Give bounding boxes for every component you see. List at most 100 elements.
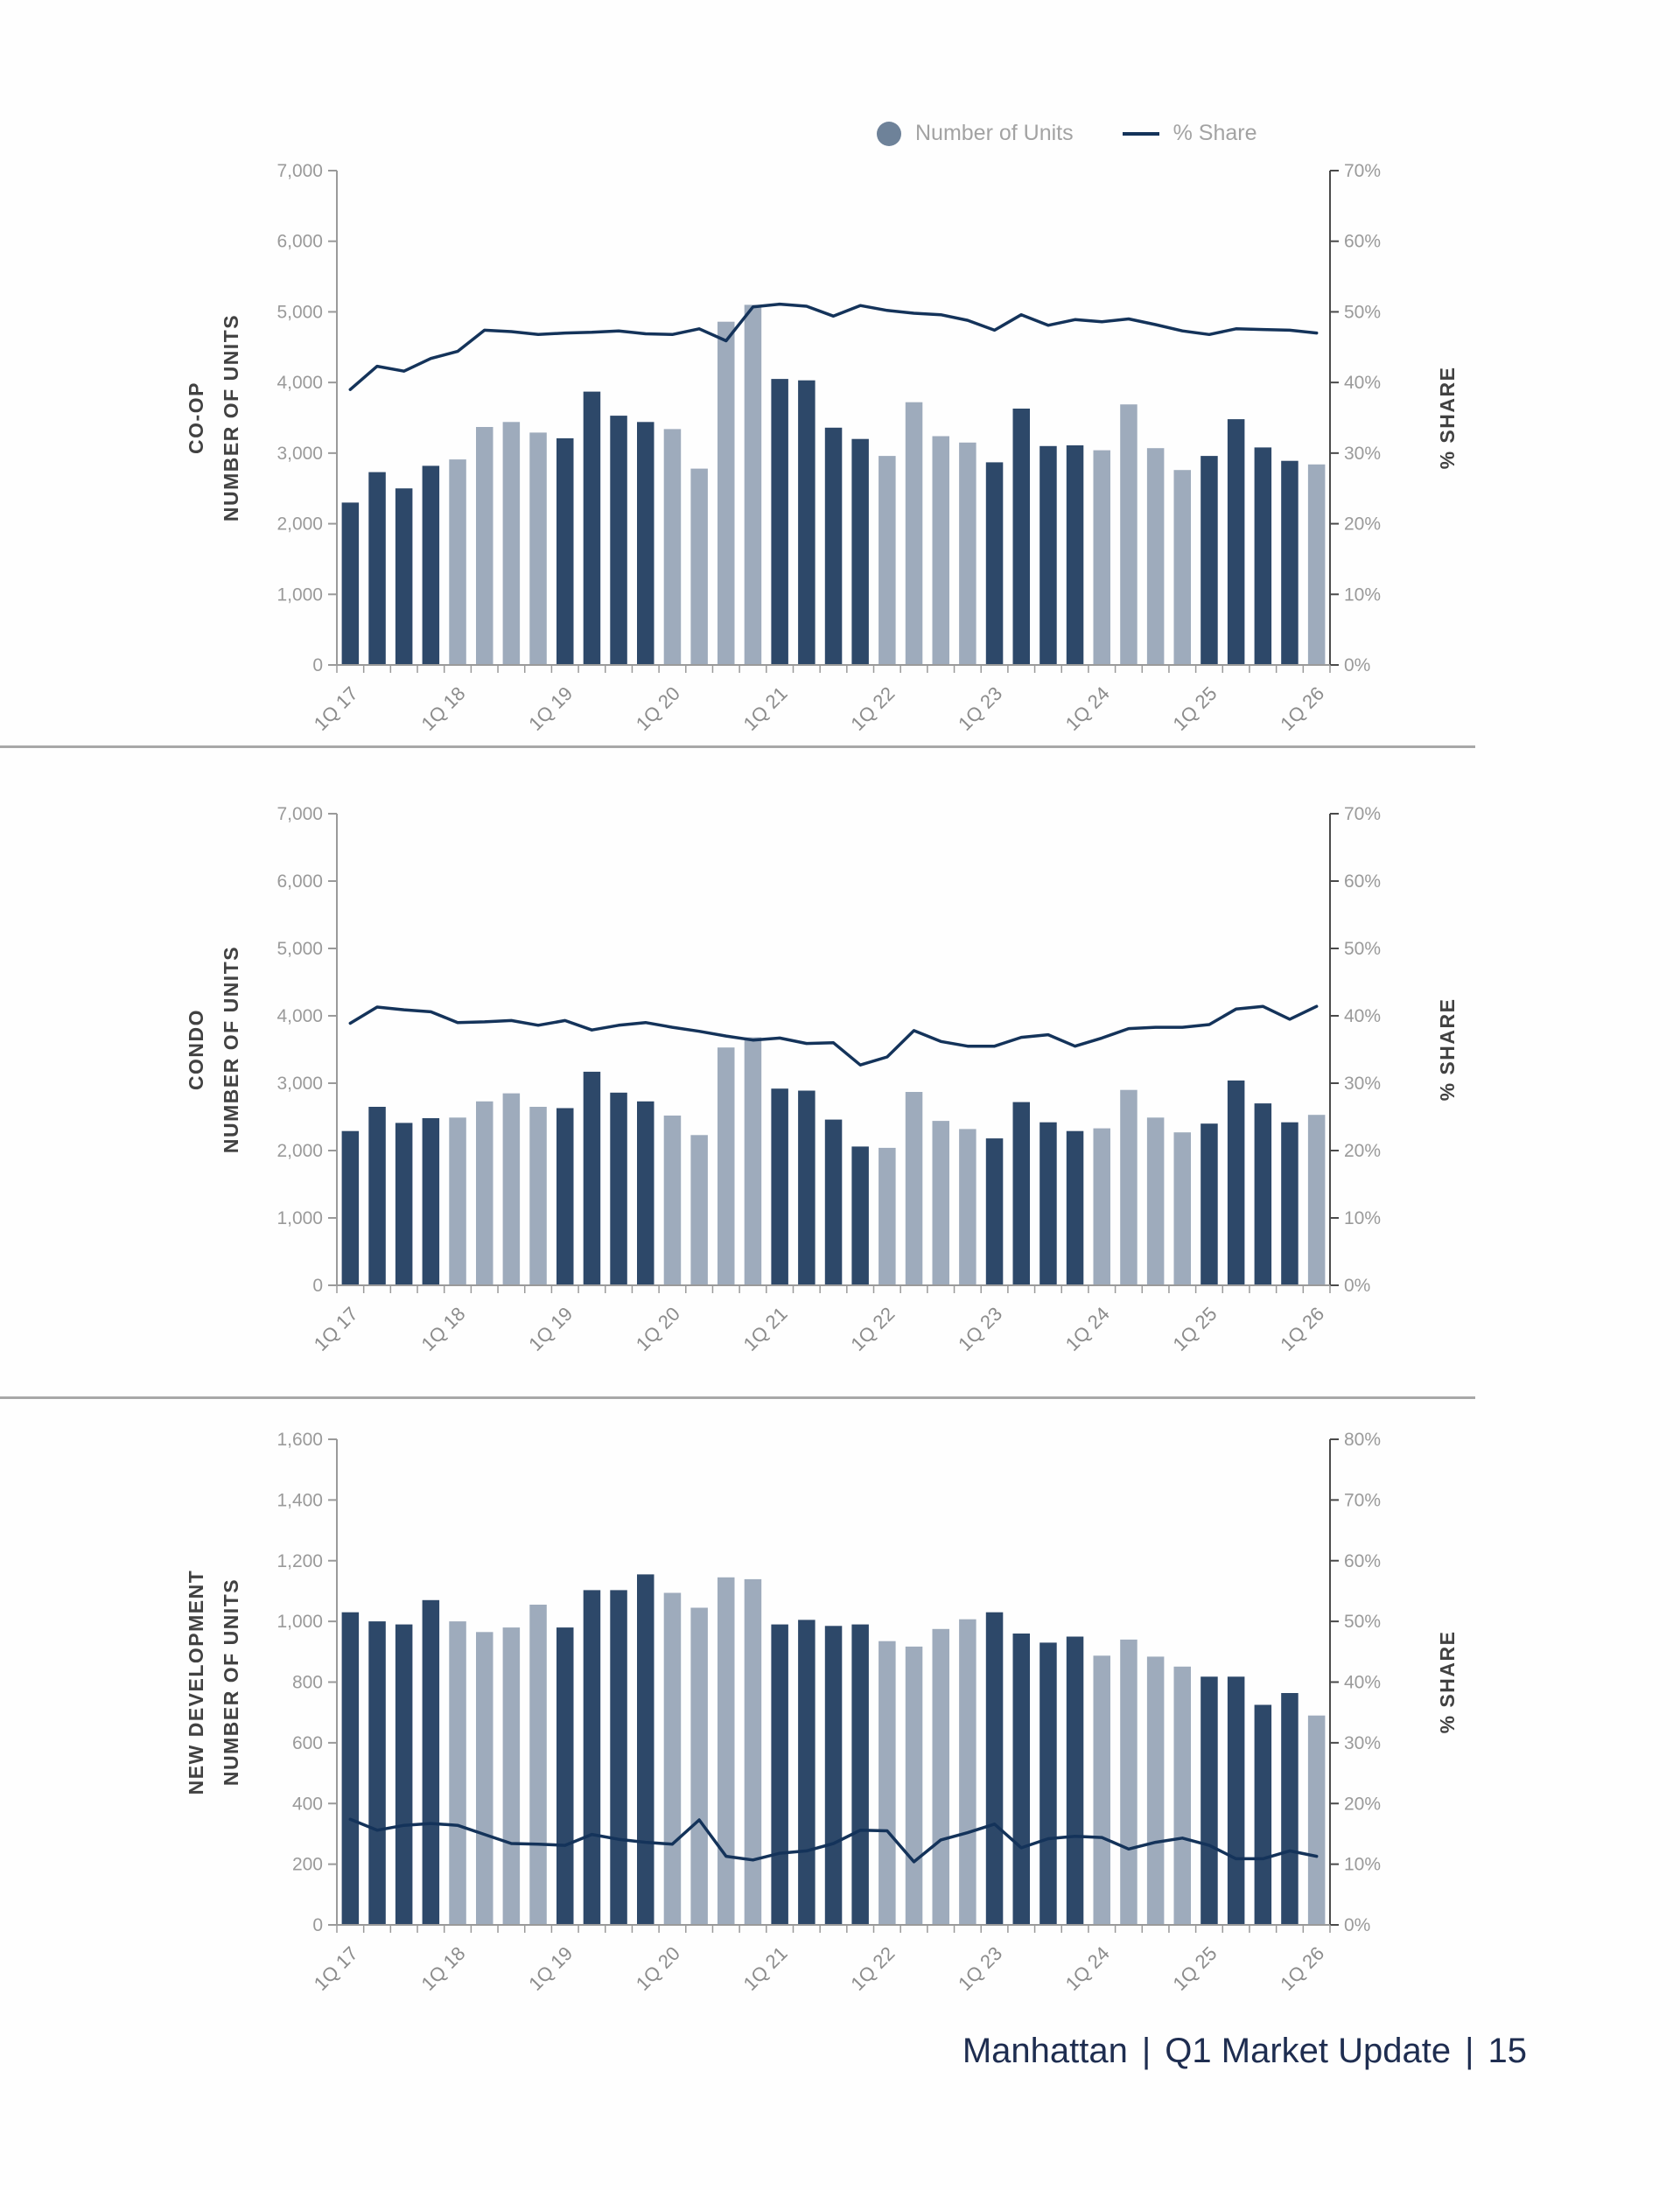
footer-region: Manhattan: [962, 2032, 1128, 2070]
x-axis-label: 1Q 23: [954, 1303, 1006, 1355]
share-axis-tick-label: 60%: [1344, 871, 1381, 892]
units-axis-tick-label: 3,000: [276, 1074, 323, 1094]
units-bar-2Q22: [905, 1646, 923, 1925]
units-bar-1Q22: [878, 1641, 896, 1925]
units-bar-3Q19: [610, 1092, 627, 1285]
x-axis-label: 1Q 18: [416, 1942, 469, 1995]
x-axis-label: 1Q 23: [954, 1942, 1006, 1995]
units-bar-1Q19: [556, 437, 574, 665]
units-bar-4Q21: [851, 438, 869, 665]
units-axis-tick-label: 1,400: [276, 1490, 323, 1510]
condo-units-chart: 7,000 6,000 5,000 4,000 3,000 2,000 1,000 0 70% 6…: [185, 804, 1459, 1355]
units-axis-tick-label: 5,000: [276, 302, 323, 322]
x-axis-label: 1Q 25: [1168, 1942, 1221, 1995]
units-bar-1Q24: [1093, 450, 1110, 665]
units-bar-2Q22: [905, 402, 923, 665]
section-title: CO-OP: [185, 381, 207, 454]
share-axis-tick-label: 40%: [1344, 1006, 1381, 1026]
share-axis-tick-label: 50%: [1344, 1612, 1381, 1632]
x-axis-label: 1Q 24: [1061, 1942, 1114, 1995]
units-axis-tick-label: 3,000: [276, 444, 323, 464]
units-bar-4Q17: [422, 1599, 440, 1925]
share-axis-tick-label: 10%: [1344, 1855, 1381, 1875]
units-bar-2Q24: [1120, 1089, 1138, 1285]
units-bar-3Q19: [610, 416, 627, 665]
units-bar-1Q20: [663, 1116, 682, 1285]
x-axis-label: 1Q 19: [524, 1942, 577, 1995]
units-bar-2Q21: [798, 1090, 816, 1285]
units-axis-tick-label: 6,000: [276, 232, 323, 252]
x-axis-label: 1Q 22: [846, 682, 899, 735]
units-bar-1Q20: [663, 429, 682, 665]
units-bar-3Q21: [824, 1119, 843, 1285]
units-axis-tick-label: 1,600: [276, 1430, 323, 1450]
units-bar-3Q24: [1146, 1656, 1165, 1925]
chart-legend: Number of Units % Share: [877, 121, 1257, 146]
units-bar-1Q19: [556, 1627, 574, 1925]
footer-report-title: Q1 Market Update: [1165, 2032, 1452, 2070]
units-bar-2Q25: [1227, 1080, 1245, 1285]
share-axis-tick-label: 40%: [1344, 1673, 1381, 1693]
units-bar-2Q22: [905, 1092, 923, 1285]
units-bar-3Q17: [395, 488, 413, 665]
units-bar-4Q24: [1173, 1666, 1191, 1925]
share-axis-tick-label: 30%: [1344, 1074, 1381, 1094]
units-bar-4Q18: [529, 1605, 547, 1925]
share-line: [348, 1817, 1319, 1864]
units-axis-tick-label: 200: [292, 1855, 323, 1875]
units-bar-4Q23: [1066, 1130, 1084, 1285]
x-axis-label: 1Q 24: [1061, 1303, 1114, 1355]
units-bar-1Q18: [449, 1117, 466, 1285]
units-bar-2Q20: [690, 1135, 708, 1285]
x-axis-label: 1Q 26: [1276, 682, 1328, 735]
units-bar-3Q21: [824, 1626, 843, 1925]
share-axis-tick-label: 60%: [1344, 1551, 1381, 1571]
x-axis-label: 1Q 25: [1168, 1303, 1221, 1355]
units-bar-3Q23: [1040, 445, 1057, 665]
units-axis-tick-label: 7,000: [276, 804, 323, 824]
units-bar-2Q19: [583, 1590, 601, 1925]
share-axis-tick-label: 0%: [1344, 1915, 1370, 1935]
share-line: [348, 1004, 1319, 1067]
units-axis-tick-label: 7,000: [276, 161, 323, 181]
units-bar-4Q17: [422, 1118, 440, 1285]
units-bar-1Q21: [771, 1088, 788, 1285]
units-bar-4Q22: [959, 1619, 976, 1925]
units-bar-3Q18: [502, 422, 521, 665]
units-bar-3Q21: [824, 427, 843, 665]
units-bar-4Q19: [637, 1574, 654, 1925]
units-bar-1Q17: [341, 1130, 360, 1285]
x-axis-label: 1Q 23: [954, 682, 1006, 735]
units-bar-1Q25: [1200, 456, 1218, 665]
units-axis-tick-label: 600: [292, 1733, 323, 1753]
units-bar-4Q17: [422, 465, 440, 665]
share-axis-tick-label: 60%: [1344, 232, 1381, 252]
units-axis-tick-label: 6,000: [276, 871, 323, 892]
share-axis-title: % SHARE: [1436, 998, 1459, 1102]
units-bar-1Q19: [556, 1108, 574, 1285]
share-axis-tick-label: 10%: [1344, 584, 1381, 605]
units-bar-1Q17: [341, 1612, 360, 1925]
units-legend-label: Number of Units: [915, 121, 1074, 145]
units-bar-4Q20: [744, 304, 762, 665]
units-bar-3Q23: [1040, 1642, 1057, 1925]
share-line: [348, 302, 1319, 391]
share-axis-tick-label: 20%: [1344, 514, 1381, 535]
units-bar-3Q22: [932, 1628, 949, 1925]
share-axis-tick-label: 0%: [1344, 655, 1370, 675]
units-bar-1Q21: [771, 379, 788, 665]
units-bar-2Q23: [1012, 1634, 1030, 1925]
units-bar-2Q19: [583, 391, 601, 665]
x-axis-label: 1Q 17: [310, 682, 362, 735]
units-bar-2Q24: [1120, 404, 1138, 665]
x-axis-label: 1Q 17: [310, 1303, 362, 1355]
units-axis-tick-label: 400: [292, 1794, 323, 1814]
units-bar-3Q23: [1040, 1122, 1057, 1285]
new-development-units-chart: 1,600 1,400 1,200 1,000 800 600 400 200 0 80% 70% 6…: [185, 1430, 1459, 1995]
share-axis-tick-label: 40%: [1344, 373, 1381, 393]
share-legend-label: % Share: [1172, 121, 1257, 145]
units-axis-tick-label: 0: [312, 1915, 323, 1935]
share-axis-tick-label: 50%: [1344, 302, 1381, 322]
units-bar-2Q25: [1227, 1676, 1245, 1925]
